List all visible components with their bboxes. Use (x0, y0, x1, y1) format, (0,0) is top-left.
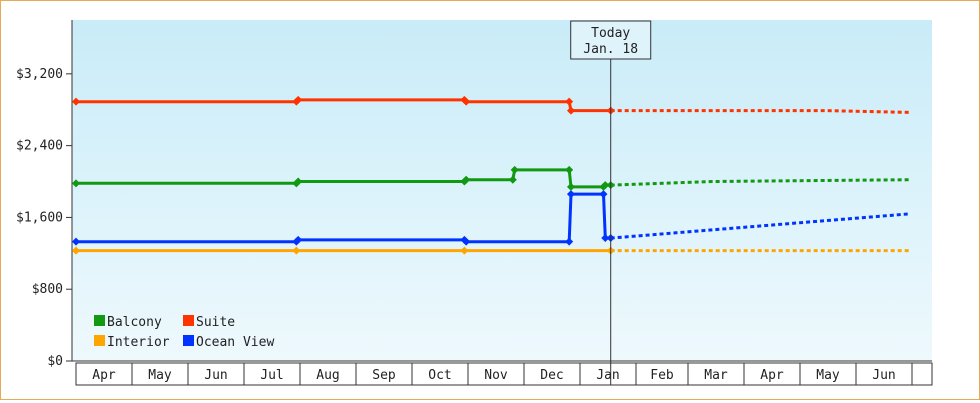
balcony-point (72, 179, 80, 188)
month-label: Sep (372, 368, 396, 383)
ocean-view-forecast-line (610, 212, 911, 240)
y-tick-label: $3,200 (16, 67, 63, 82)
today-date-label: Jan. 18 (583, 42, 638, 57)
legend-swatch-balcony (94, 315, 105, 326)
ocean-view-point (566, 190, 575, 199)
month-label: May (148, 368, 172, 383)
suite-point (566, 106, 575, 115)
ocean-view-point (462, 237, 471, 246)
month-label: Mar (704, 368, 728, 383)
plot-area (72, 20, 932, 361)
month-label: Feb (650, 368, 674, 383)
month-label: Oct (428, 368, 451, 383)
suite-point (72, 97, 80, 106)
balcony-point (565, 165, 574, 174)
y-tick-label: $0 (47, 354, 63, 369)
month-label: Apr (92, 368, 116, 383)
month-label: Nov (484, 368, 508, 383)
month-label: Jun (872, 368, 895, 383)
balcony-point (566, 182, 575, 191)
month-label: Jul (260, 368, 283, 383)
balcony-forecast-line (610, 178, 911, 187)
ocean-view-point (294, 235, 303, 244)
suite-point (294, 95, 303, 104)
legend-swatch-ocean-view (183, 335, 194, 346)
suite-point (462, 97, 471, 106)
month-label: Apr (760, 368, 784, 383)
y-tick-label: $800 (32, 282, 63, 297)
ocean-view-point (72, 237, 80, 246)
interior-point (292, 246, 301, 255)
balcony-point (462, 175, 471, 184)
y-tick-label: $1,600 (16, 210, 63, 225)
month-label: Jan (596, 368, 619, 383)
balcony-point (510, 165, 519, 174)
month-label: Aug (316, 368, 339, 383)
interior-point (72, 246, 80, 255)
month-label: Jun (204, 368, 227, 383)
ocean-view-point (599, 190, 608, 199)
today-label: Today (591, 26, 630, 41)
legend-label-suite: Suite (196, 315, 235, 330)
month-label: May (816, 368, 840, 383)
y-tick-label: $2,400 (16, 139, 63, 154)
legend-swatch-interior (94, 335, 105, 346)
suite-forecast-line (610, 109, 911, 114)
interior-point (460, 246, 469, 255)
legend-label-interior: Interior (107, 335, 170, 350)
today-callout (570, 20, 652, 60)
ocean-view-point (565, 237, 574, 246)
suite-point (565, 97, 574, 106)
month-axis-box (75, 362, 933, 386)
legend-label-ocean-view: Ocean View (196, 335, 274, 350)
balcony-point (508, 175, 517, 184)
legend-swatch-suite (183, 315, 194, 326)
legend-label-balcony: Balcony (107, 315, 162, 330)
month-label: Dec (540, 368, 563, 383)
balcony-point (294, 177, 303, 186)
ocean-view-point (601, 234, 610, 243)
balcony-point (601, 181, 610, 190)
